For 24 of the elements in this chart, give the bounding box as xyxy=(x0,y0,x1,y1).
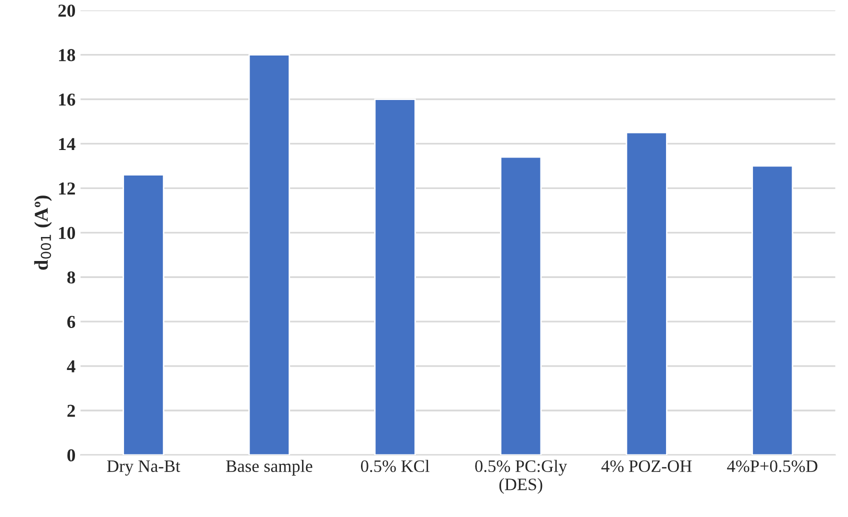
y-tick-label: 16 xyxy=(59,94,76,106)
y-tick-label: 8 xyxy=(67,271,76,284)
bar xyxy=(626,132,668,455)
x-tick-label: 4% POZ-OH xyxy=(601,460,692,472)
y-axis-title: d$_{001}$ (Aº) xyxy=(34,196,52,270)
y-tick-label: 2 xyxy=(67,404,75,417)
y-tick-label: 20 xyxy=(58,4,76,17)
y-tick-label: 0 xyxy=(67,449,76,462)
y-tick-label: 4 xyxy=(66,360,76,372)
y-tick-label: 6 xyxy=(67,316,76,328)
x-tick-label: Base sample xyxy=(226,460,312,476)
bar xyxy=(500,156,542,455)
y-tick-label: 14 xyxy=(59,138,76,150)
bar xyxy=(374,98,416,455)
bar xyxy=(248,54,290,455)
x-tick-label: 4%P+0.5%D xyxy=(727,460,818,472)
x-tick-label: 0.5% KCl xyxy=(360,460,430,472)
y-tick-label: 18 xyxy=(59,49,76,62)
bar xyxy=(752,165,794,455)
x-tick-label: 0.5% PC:Gly (DES) xyxy=(475,460,568,494)
y-tick-label: 10 xyxy=(59,226,76,240)
x-tick-label: Dry Na-Bt xyxy=(107,460,180,476)
y-tick-label: 12 xyxy=(59,182,75,194)
bar xyxy=(122,174,164,455)
